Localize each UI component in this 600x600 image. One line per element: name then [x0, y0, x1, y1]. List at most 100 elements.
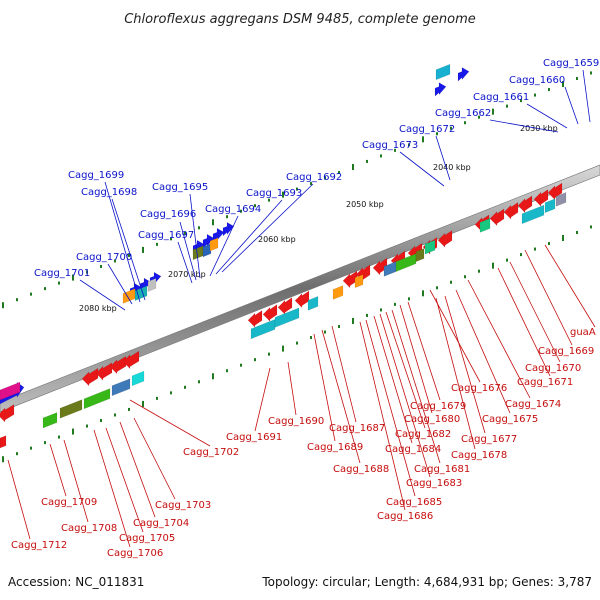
outer-ruler-tick [114, 259, 116, 263]
outer-ruler-tick [520, 99, 522, 103]
gene-label-cagg-1679[interactable]: Cagg_1679 [410, 401, 466, 412]
gene-label-cagg-1676[interactable]: Cagg_1676 [451, 383, 507, 394]
gene-label-cagg-1671[interactable]: Cagg_1671 [517, 377, 573, 388]
gene-label-cagg-1704[interactable]: Cagg_1704 [133, 518, 189, 529]
gene-label-cagg-1690[interactable]: Cagg_1690 [268, 416, 324, 427]
outer-ruler-tick [534, 93, 536, 97]
outer-ruler-tick [310, 182, 312, 186]
gene-label-cagg-1692[interactable]: Cagg_1692 [286, 172, 342, 183]
gene-label-cagg-1670[interactable]: Cagg_1670 [525, 363, 581, 374]
gene-block [247, 310, 263, 328]
inner-ruler-tick [212, 373, 214, 380]
leader-line-forward [564, 86, 579, 125]
gene-label-cagg-1661[interactable]: Cagg_1661 [473, 92, 529, 103]
gene-label-cagg-1672[interactable]: Cagg_1672 [399, 124, 455, 135]
gene-label-cagg-1689[interactable]: Cagg_1689 [307, 442, 363, 453]
leader-line-reverse [359, 321, 406, 511]
gene-block [342, 270, 358, 289]
inner-ruler-tick [464, 275, 466, 279]
gene-label-cagg-1682[interactable]: Cagg_1682 [395, 429, 451, 440]
gene-label-guaa[interactable]: guaA [570, 327, 596, 338]
leader-line-forward [177, 241, 193, 284]
leader-line-reverse [119, 421, 156, 518]
inner-ruler-tick [534, 247, 536, 251]
inner-ruler-tick [590, 225, 592, 229]
outer-ruler-tick [72, 274, 74, 281]
gene-label-cagg-1700[interactable]: Cagg_1700 [76, 252, 132, 263]
gene-block [202, 243, 212, 258]
inner-ruler-tick [422, 290, 424, 297]
gene-label-cagg-1694[interactable]: Cagg_1694 [205, 204, 261, 215]
leader-line-forward [399, 151, 445, 187]
gene-label-cagg-1705[interactable]: Cagg_1705 [119, 533, 175, 544]
gene-label-cagg-1662[interactable]: Cagg_1662 [435, 108, 491, 119]
leader-line-reverse [544, 244, 596, 328]
gene-block [59, 399, 83, 419]
gene-label-cagg-1712[interactable]: Cagg_1712 [11, 540, 67, 551]
gene-block [277, 297, 293, 316]
gene-label-cagg-1659[interactable]: Cagg_1659 [543, 58, 599, 69]
outer-ruler-tick [324, 176, 326, 180]
leader-line-forward [215, 199, 283, 275]
gene-label-cagg-1685[interactable]: Cagg_1685 [386, 497, 442, 508]
gene-block [83, 388, 111, 410]
leader-line-reverse [509, 261, 561, 363]
gene-label-cagg-1669[interactable]: Cagg_1669 [538, 346, 594, 357]
gene-label-cagg-1680[interactable]: Cagg_1680 [404, 414, 460, 425]
gene-label-cagg-1678[interactable]: Cagg_1678 [451, 450, 507, 461]
gene-label-cagg-1687[interactable]: Cagg_1687 [329, 423, 385, 434]
gene-label-cagg-1673[interactable]: Cagg_1673 [362, 140, 418, 151]
gene-label-cagg-1703[interactable]: Cagg_1703 [155, 500, 211, 511]
gene-block [111, 378, 131, 397]
gene-label-cagg-1660[interactable]: Cagg_1660 [509, 75, 565, 86]
leader-line-forward [107, 263, 133, 305]
gene-label-cagg-1706[interactable]: Cagg_1706 [107, 548, 163, 559]
gene-block [372, 257, 388, 276]
inner-ruler-tick [44, 441, 46, 445]
leader-line-reverse [429, 289, 481, 383]
inner-ruler-tick [30, 446, 32, 450]
kbp-2060: 2060 kbp [258, 235, 296, 244]
inner-ruler-tick [58, 435, 60, 439]
gene-label-cagg-1693[interactable]: Cagg_1693 [246, 188, 302, 199]
gene-label-cagg-1698[interactable]: Cagg_1698 [81, 187, 137, 198]
gene-label-cagg-1688[interactable]: Cagg_1688 [333, 464, 389, 475]
gene-block [437, 229, 453, 248]
gene-label-cagg-1702[interactable]: Cagg_1702 [183, 447, 239, 458]
inner-ruler-tick [520, 253, 522, 257]
gene-label-cagg-1709[interactable]: Cagg_1709 [41, 497, 97, 508]
gene-label-cagg-1684[interactable]: Cagg_1684 [385, 444, 441, 455]
outer-ruler-tick [450, 126, 452, 130]
gene-block [0, 381, 21, 401]
gene-label-cagg-1677[interactable]: Cagg_1677 [461, 434, 517, 445]
gene-label-cagg-1691[interactable]: Cagg_1691 [226, 432, 282, 443]
gene-label-cagg-1686[interactable]: Cagg_1686 [377, 511, 433, 522]
outer-ruler-tick [184, 231, 186, 235]
leader-line-reverse [407, 301, 441, 401]
gene-block [307, 296, 319, 311]
gene-label-cagg-1695[interactable]: Cagg_1695 [152, 182, 208, 193]
gene-label-cagg-1708[interactable]: Cagg_1708 [61, 523, 117, 534]
gene-label-cagg-1697[interactable]: Cagg_1697 [138, 230, 194, 241]
gene-block [354, 274, 364, 289]
gene-label-cagg-1674[interactable]: Cagg_1674 [505, 399, 561, 410]
gene-block [42, 412, 58, 429]
outer-ruler-tick [170, 237, 172, 241]
inner-ruler-tick [450, 280, 452, 284]
gene-label-cagg-1696[interactable]: Cagg_1696 [140, 209, 196, 220]
gene-label-cagg-1699[interactable]: Cagg_1699 [68, 170, 124, 181]
gene-label-cagg-1683[interactable]: Cagg_1683 [406, 478, 462, 489]
map-title: Chloroflexus aggregans DSM 9485, complet… [124, 12, 476, 27]
outer-ruler-tick [142, 246, 144, 253]
leader-line-reverse [455, 289, 511, 414]
gene-label-cagg-1675[interactable]: Cagg_1675 [482, 414, 538, 425]
leader-line-reverse [287, 361, 297, 416]
gene-label-cagg-1701[interactable]: Cagg_1701 [34, 268, 90, 279]
inner-ruler-tick [100, 419, 102, 422]
inner-ruler-tick [310, 336, 312, 340]
gene-block [415, 248, 425, 263]
forward-gene-labels: Cagg_1659 Cagg_1660 Cagg_1661 Cagg_1662 … [34, 58, 599, 279]
leader-lines [7, 69, 596, 548]
inner-ruler-tick [548, 242, 550, 246]
gene-label-cagg-1681[interactable]: Cagg_1681 [414, 464, 470, 475]
